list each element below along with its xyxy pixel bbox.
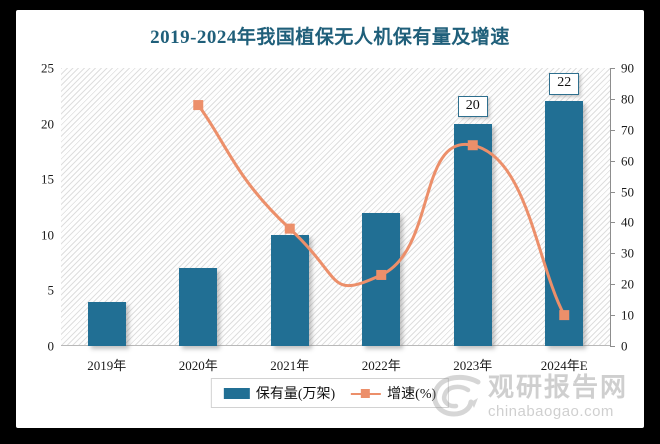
- watermark: 观研报告网 chinabaogao.com: [430, 374, 628, 420]
- y-axis-right-tick: 50: [621, 184, 634, 200]
- y-axis-right-tick: 10: [621, 307, 634, 323]
- y-axis-left-tick: 15: [41, 171, 54, 187]
- x-axis-tick-label: 2023年: [453, 358, 493, 373]
- x-axis-tick-label: 2019年: [87, 358, 127, 373]
- y-axis-right-tick: 60: [621, 153, 634, 169]
- y-axis-right-tick: 70: [621, 122, 634, 138]
- legend-bar-swatch-icon: [223, 387, 250, 399]
- y-axis-right-tick: 20: [621, 276, 634, 292]
- line-path: [196, 103, 566, 317]
- x-axis-baseline: [61, 345, 610, 346]
- bar: [87, 301, 126, 346]
- line-marker: [376, 269, 387, 280]
- legend-item-line[interactable]: 增速(%): [351, 383, 436, 403]
- y-axis-left-tick: 25: [41, 60, 54, 76]
- watermark-text: 观研报告网 chinabaogao.com: [487, 373, 628, 420]
- watermark-cn: 观研报告网: [487, 373, 628, 402]
- y-axis-left-tick: 0: [47, 338, 55, 354]
- y-axis-right-tick-mark: [610, 160, 615, 162]
- legend-item-label: 保有量(万架): [255, 387, 336, 402]
- y-axis-right-tick: 30: [621, 245, 634, 261]
- bar: [453, 123, 492, 346]
- legend-line-marker-icon: [351, 388, 382, 399]
- x-axis-tick-label: 2021年: [270, 358, 310, 373]
- chart-title: 2019-2024年我国植保无人机保有量及增速: [150, 27, 510, 48]
- y-axis-right-tick: 90: [621, 60, 634, 76]
- y-axis-right-tick-mark: [610, 346, 615, 347]
- legend-item-label: 增速(%): [387, 387, 437, 402]
- y-axis-right-tick-mark: [610, 284, 615, 286]
- bar: [270, 234, 309, 346]
- y-axis-right-tick: 80: [621, 91, 634, 107]
- y-axis-left-tick: 10: [41, 227, 54, 243]
- y-axis-right-tick-mark: [610, 98, 615, 100]
- plot-area: 0 5 10 15 20 25 0 10 20 30 40 50 60 70 80 90 2019年 2020…: [41, 62, 634, 374]
- x-axis-tick-label: 2024年E: [540, 358, 588, 373]
- bar: [545, 101, 584, 346]
- x-axis-tick-label: 2020年: [178, 358, 218, 373]
- y-axis-right-tick-mark: [610, 191, 615, 193]
- plot-background: [61, 68, 610, 346]
- y-axis-right-tick-mark: [610, 129, 615, 131]
- chart-legend[interactable]: 保有量(万架) 增速(%): [210, 378, 450, 408]
- y-axis-left-tick: 20: [41, 116, 54, 132]
- bar-data-label: 20: [457, 95, 488, 118]
- watermark-en: chinabaogao.com: [487, 403, 614, 420]
- line-series: [193, 100, 570, 321]
- legend-item-bar[interactable]: 保有量(万架): [223, 383, 336, 403]
- line-marker: [467, 140, 478, 151]
- x-axis-tick-label: 2022年: [361, 358, 401, 373]
- right-axis-spine: [610, 68, 611, 346]
- chart-card: 2019-2024年我国植保无人机保有量及增速 0 5 10 15 20 25 0 10 20…: [16, 10, 644, 428]
- line-marker: [559, 310, 570, 321]
- y-axis-right-tick-mark: [610, 315, 615, 317]
- bar: [179, 268, 218, 346]
- y-axis-right-tick-mark: [610, 253, 615, 255]
- line-marker: [284, 223, 295, 234]
- bar-data-label: 22: [549, 73, 580, 96]
- y-axis-right-tick: 40: [621, 214, 634, 230]
- line-marker: [193, 100, 204, 111]
- y-axis-right-tick: 0: [621, 338, 628, 354]
- y-axis-left-tick: 5: [47, 282, 55, 298]
- y-axis-right-tick-mark: [610, 222, 615, 224]
- y-axis-right-tick-mark: [610, 68, 615, 69]
